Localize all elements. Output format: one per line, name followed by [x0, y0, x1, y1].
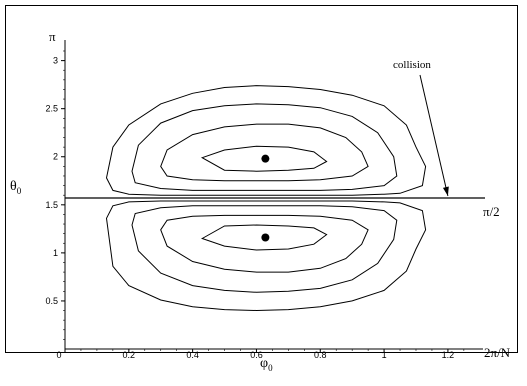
lower-contour-line [105, 200, 427, 312]
x-axis-label-main: φ [260, 356, 268, 371]
lower-contour-line [131, 205, 398, 293]
y-axis-label: θ0 [10, 179, 22, 196]
collision-line-group: π/2 [65, 197, 500, 219]
y-tick-label: 0.5 [45, 296, 58, 306]
y-top-label: π [49, 29, 56, 44]
y-tick-label: 1 [53, 248, 58, 258]
upper-contour-line [105, 85, 427, 196]
chart-frame [5, 5, 518, 353]
y-axis-label-subscript: 0 [17, 186, 22, 196]
y-tick-label: 2.5 [45, 104, 58, 114]
y-tick-label: 2 [53, 152, 58, 162]
x-tick-label: 0.2 [123, 350, 136, 360]
y-axis-label-main: θ [10, 179, 17, 194]
x-tick-label: 0.4 [186, 350, 199, 360]
lower-contour-line [200, 224, 328, 251]
center-point [261, 154, 270, 163]
upper-contour-line [131, 103, 398, 191]
center-points [261, 154, 270, 242]
x-tick-label: 0 [56, 350, 61, 360]
upper-contour-line [160, 123, 369, 182]
x-tick-label: 0.6 [250, 350, 263, 360]
ticks: 0.5 1 1.5 2 2.5 3 0 0.2 0.4 0.6 0.8 1 1.2 [45, 50, 465, 360]
x-end-label: 2π/N [484, 345, 511, 360]
collision-arrow [419, 74, 449, 197]
axis-labels: π 2π/N θ0 φ0 [10, 29, 511, 373]
x-axis-label: φ0 [260, 356, 273, 373]
annotation-group: collision [393, 59, 449, 197]
lower-contour-line [160, 214, 369, 273]
collision-annotation: collision [393, 59, 431, 71]
x-tick-label: 1.2 [442, 350, 455, 360]
y-tick-label: 3 [53, 56, 58, 66]
x-tick-label: 0.8 [314, 350, 327, 360]
y-tick-label: 1.5 [45, 200, 58, 210]
x-axis-label-subscript: 0 [268, 363, 273, 373]
collision-arrowhead-icon [442, 186, 449, 196]
center-point [261, 233, 270, 242]
collision-line-label: π/2 [483, 204, 500, 219]
contours [105, 85, 427, 312]
x-tick-label: 1 [382, 350, 387, 360]
axes [64, 40, 483, 350]
upper-contour-line [200, 145, 328, 172]
